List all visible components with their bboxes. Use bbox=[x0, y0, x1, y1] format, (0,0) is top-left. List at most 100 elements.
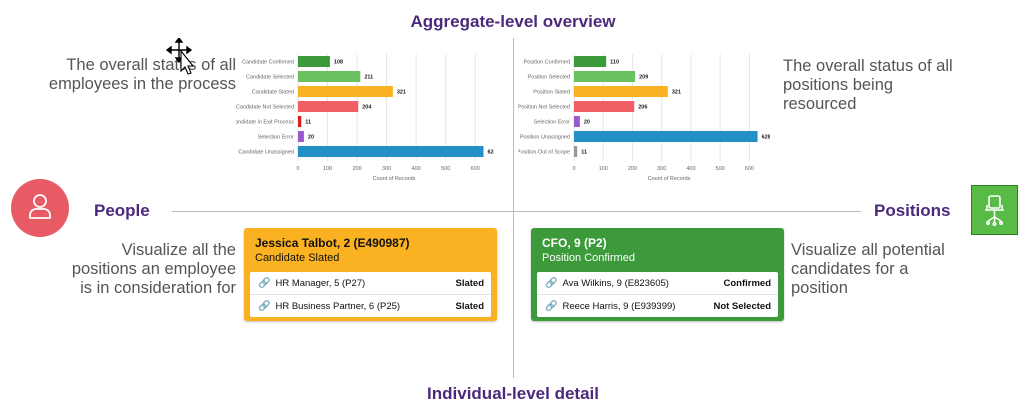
category-label: Candidate Selected bbox=[246, 75, 294, 81]
category-label: Candidate Slated bbox=[252, 90, 294, 96]
desc-bottom-left: Visualize all the positions an employee is… bbox=[71, 241, 236, 297]
x-tick-label: 600 bbox=[471, 166, 480, 172]
category-label: Candidate Confirmed bbox=[242, 60, 294, 66]
x-tick-label: 100 bbox=[599, 166, 608, 172]
data-label: 209 bbox=[639, 75, 648, 81]
category-label: Position Not Selected bbox=[518, 105, 570, 111]
x-axis-label: Count of Records bbox=[648, 176, 691, 182]
status-text: Slated bbox=[455, 300, 484, 312]
individual-level-heading: Individual-level detail bbox=[427, 384, 599, 403]
position-name: HR Business Partner, 6 (P25) bbox=[275, 300, 401, 312]
position-card-list: 🔗 Ava Wilkins, 9 (E823605) Confirmed 🔗 R… bbox=[537, 272, 778, 317]
bar bbox=[298, 86, 393, 97]
bar bbox=[574, 71, 636, 82]
data-label: 11 bbox=[305, 120, 311, 126]
data-label: 321 bbox=[672, 90, 681, 96]
people-icon-circle bbox=[11, 179, 69, 237]
bar bbox=[574, 131, 758, 142]
x-tick-label: 0 bbox=[572, 166, 575, 172]
x-tick-label: 300 bbox=[657, 166, 666, 172]
category-label: Position Out of Scope bbox=[518, 150, 570, 156]
move-cursor-icon bbox=[165, 36, 198, 83]
desc-top-left: The overall status of all employees in th… bbox=[48, 56, 236, 93]
x-tick-label: 200 bbox=[352, 166, 361, 172]
category-label: Selection Error bbox=[258, 135, 295, 141]
bar bbox=[298, 56, 330, 67]
x-tick-label: 500 bbox=[441, 166, 450, 172]
x-tick-label: 500 bbox=[716, 166, 725, 172]
status-text: Confirmed bbox=[723, 277, 772, 289]
x-tick-label: 0 bbox=[296, 166, 299, 172]
data-label: 11 bbox=[581, 150, 587, 156]
link-icon: 🔗 bbox=[545, 277, 558, 289]
data-label: 108 bbox=[334, 60, 343, 66]
bar bbox=[298, 101, 359, 112]
data-label: 211 bbox=[364, 75, 373, 81]
bar bbox=[298, 131, 304, 142]
candidate-name: Reece Harris, 9 (E939399) bbox=[562, 300, 676, 312]
bar bbox=[574, 86, 668, 97]
horizontal-divider-left bbox=[172, 211, 513, 212]
x-tick-label: 300 bbox=[382, 166, 391, 172]
link-icon: 🔗 bbox=[545, 300, 558, 312]
status-text: Not Selected bbox=[713, 300, 771, 312]
link-icon: 🔗 bbox=[258, 277, 271, 289]
data-label: 20 bbox=[308, 135, 314, 141]
category-label: Selection Error bbox=[534, 120, 571, 126]
employee-status-chart: 0 100 200 300 400 500 600 Candidate Confirmed 10… bbox=[236, 54, 494, 182]
category-label: Position Selected bbox=[528, 75, 571, 81]
category-label: Candidate Not Selected bbox=[236, 105, 294, 111]
list-item[interactable]: 🔗 Ava Wilkins, 9 (E823605) Confirmed bbox=[537, 272, 778, 295]
category-label: Candidate Unassigned bbox=[238, 150, 294, 156]
positions-label: Positions bbox=[874, 201, 951, 220]
candidate-name: Ava Wilkins, 9 (E823605) bbox=[562, 277, 669, 289]
data-label: 628 bbox=[762, 135, 770, 141]
data-label: 321 bbox=[397, 90, 406, 96]
status-text: Slated bbox=[455, 277, 484, 289]
data-label: 628 bbox=[488, 150, 494, 156]
position-card-title: CFO, 9 (P2) bbox=[542, 236, 607, 250]
people-label: People bbox=[94, 201, 150, 220]
data-label: 204 bbox=[362, 105, 372, 111]
position-status-chart: 0 100 200 300 400 500 600 Position Confirmed 110… bbox=[518, 54, 770, 182]
bar bbox=[298, 71, 361, 82]
data-label: 206 bbox=[638, 105, 647, 111]
bar bbox=[574, 146, 578, 157]
positions-icon-box bbox=[971, 185, 1018, 235]
category-label: Position Unassigned bbox=[520, 135, 570, 141]
position-name: HR Manager, 5 (P27) bbox=[275, 277, 366, 289]
category-label: Position Confirmed bbox=[524, 60, 570, 66]
office-chair-icon bbox=[985, 195, 1004, 227]
x-tick-label: 100 bbox=[323, 166, 332, 172]
link-icon: 🔗 bbox=[258, 300, 271, 312]
data-label: 110 bbox=[610, 60, 619, 66]
x-tick-label: 600 bbox=[745, 166, 754, 172]
category-label: Position Slated bbox=[533, 90, 570, 96]
bar bbox=[574, 116, 580, 127]
person-card-list: 🔗 HR Manager, 5 (P27) Slated 🔗 HR Busine… bbox=[250, 272, 491, 317]
list-item[interactable]: 🔗 HR Business Partner, 6 (P25) Slated bbox=[250, 295, 491, 317]
category-label: Candidate in Exit Process bbox=[236, 120, 294, 126]
position-card[interactable]: CFO, 9 (P2) Position Confirmed 🔗 Ava Wil… bbox=[531, 228, 784, 321]
x-axis-label: Count of Records bbox=[373, 176, 416, 182]
desc-top-right: The overall status of all positions being… bbox=[783, 57, 953, 113]
list-item[interactable]: 🔗 Reece Harris, 9 (E939399) Not Selected bbox=[537, 295, 778, 317]
person-card-title: Jessica Talbot, 2 (E490987) bbox=[255, 236, 410, 250]
list-item[interactable]: 🔗 HR Manager, 5 (P27) Slated bbox=[250, 272, 491, 295]
x-tick-label: 400 bbox=[686, 166, 695, 172]
position-card-subtitle: Position Confirmed bbox=[542, 252, 635, 264]
horizontal-divider-right bbox=[513, 211, 861, 212]
bar bbox=[574, 56, 607, 67]
bar bbox=[298, 146, 484, 157]
bar bbox=[574, 101, 635, 112]
x-tick-label: 200 bbox=[628, 166, 637, 172]
bar bbox=[298, 116, 302, 127]
person-card[interactable]: Jessica Talbot, 2 (E490987) Candidate Sl… bbox=[244, 228, 497, 321]
vertical-divider bbox=[513, 38, 514, 378]
data-label: 20 bbox=[584, 120, 590, 126]
person-icon bbox=[29, 194, 51, 219]
x-tick-label: 400 bbox=[412, 166, 421, 172]
person-card-subtitle: Candidate Slated bbox=[255, 252, 340, 264]
aggregate-level-heading: Aggregate-level overview bbox=[410, 12, 616, 31]
